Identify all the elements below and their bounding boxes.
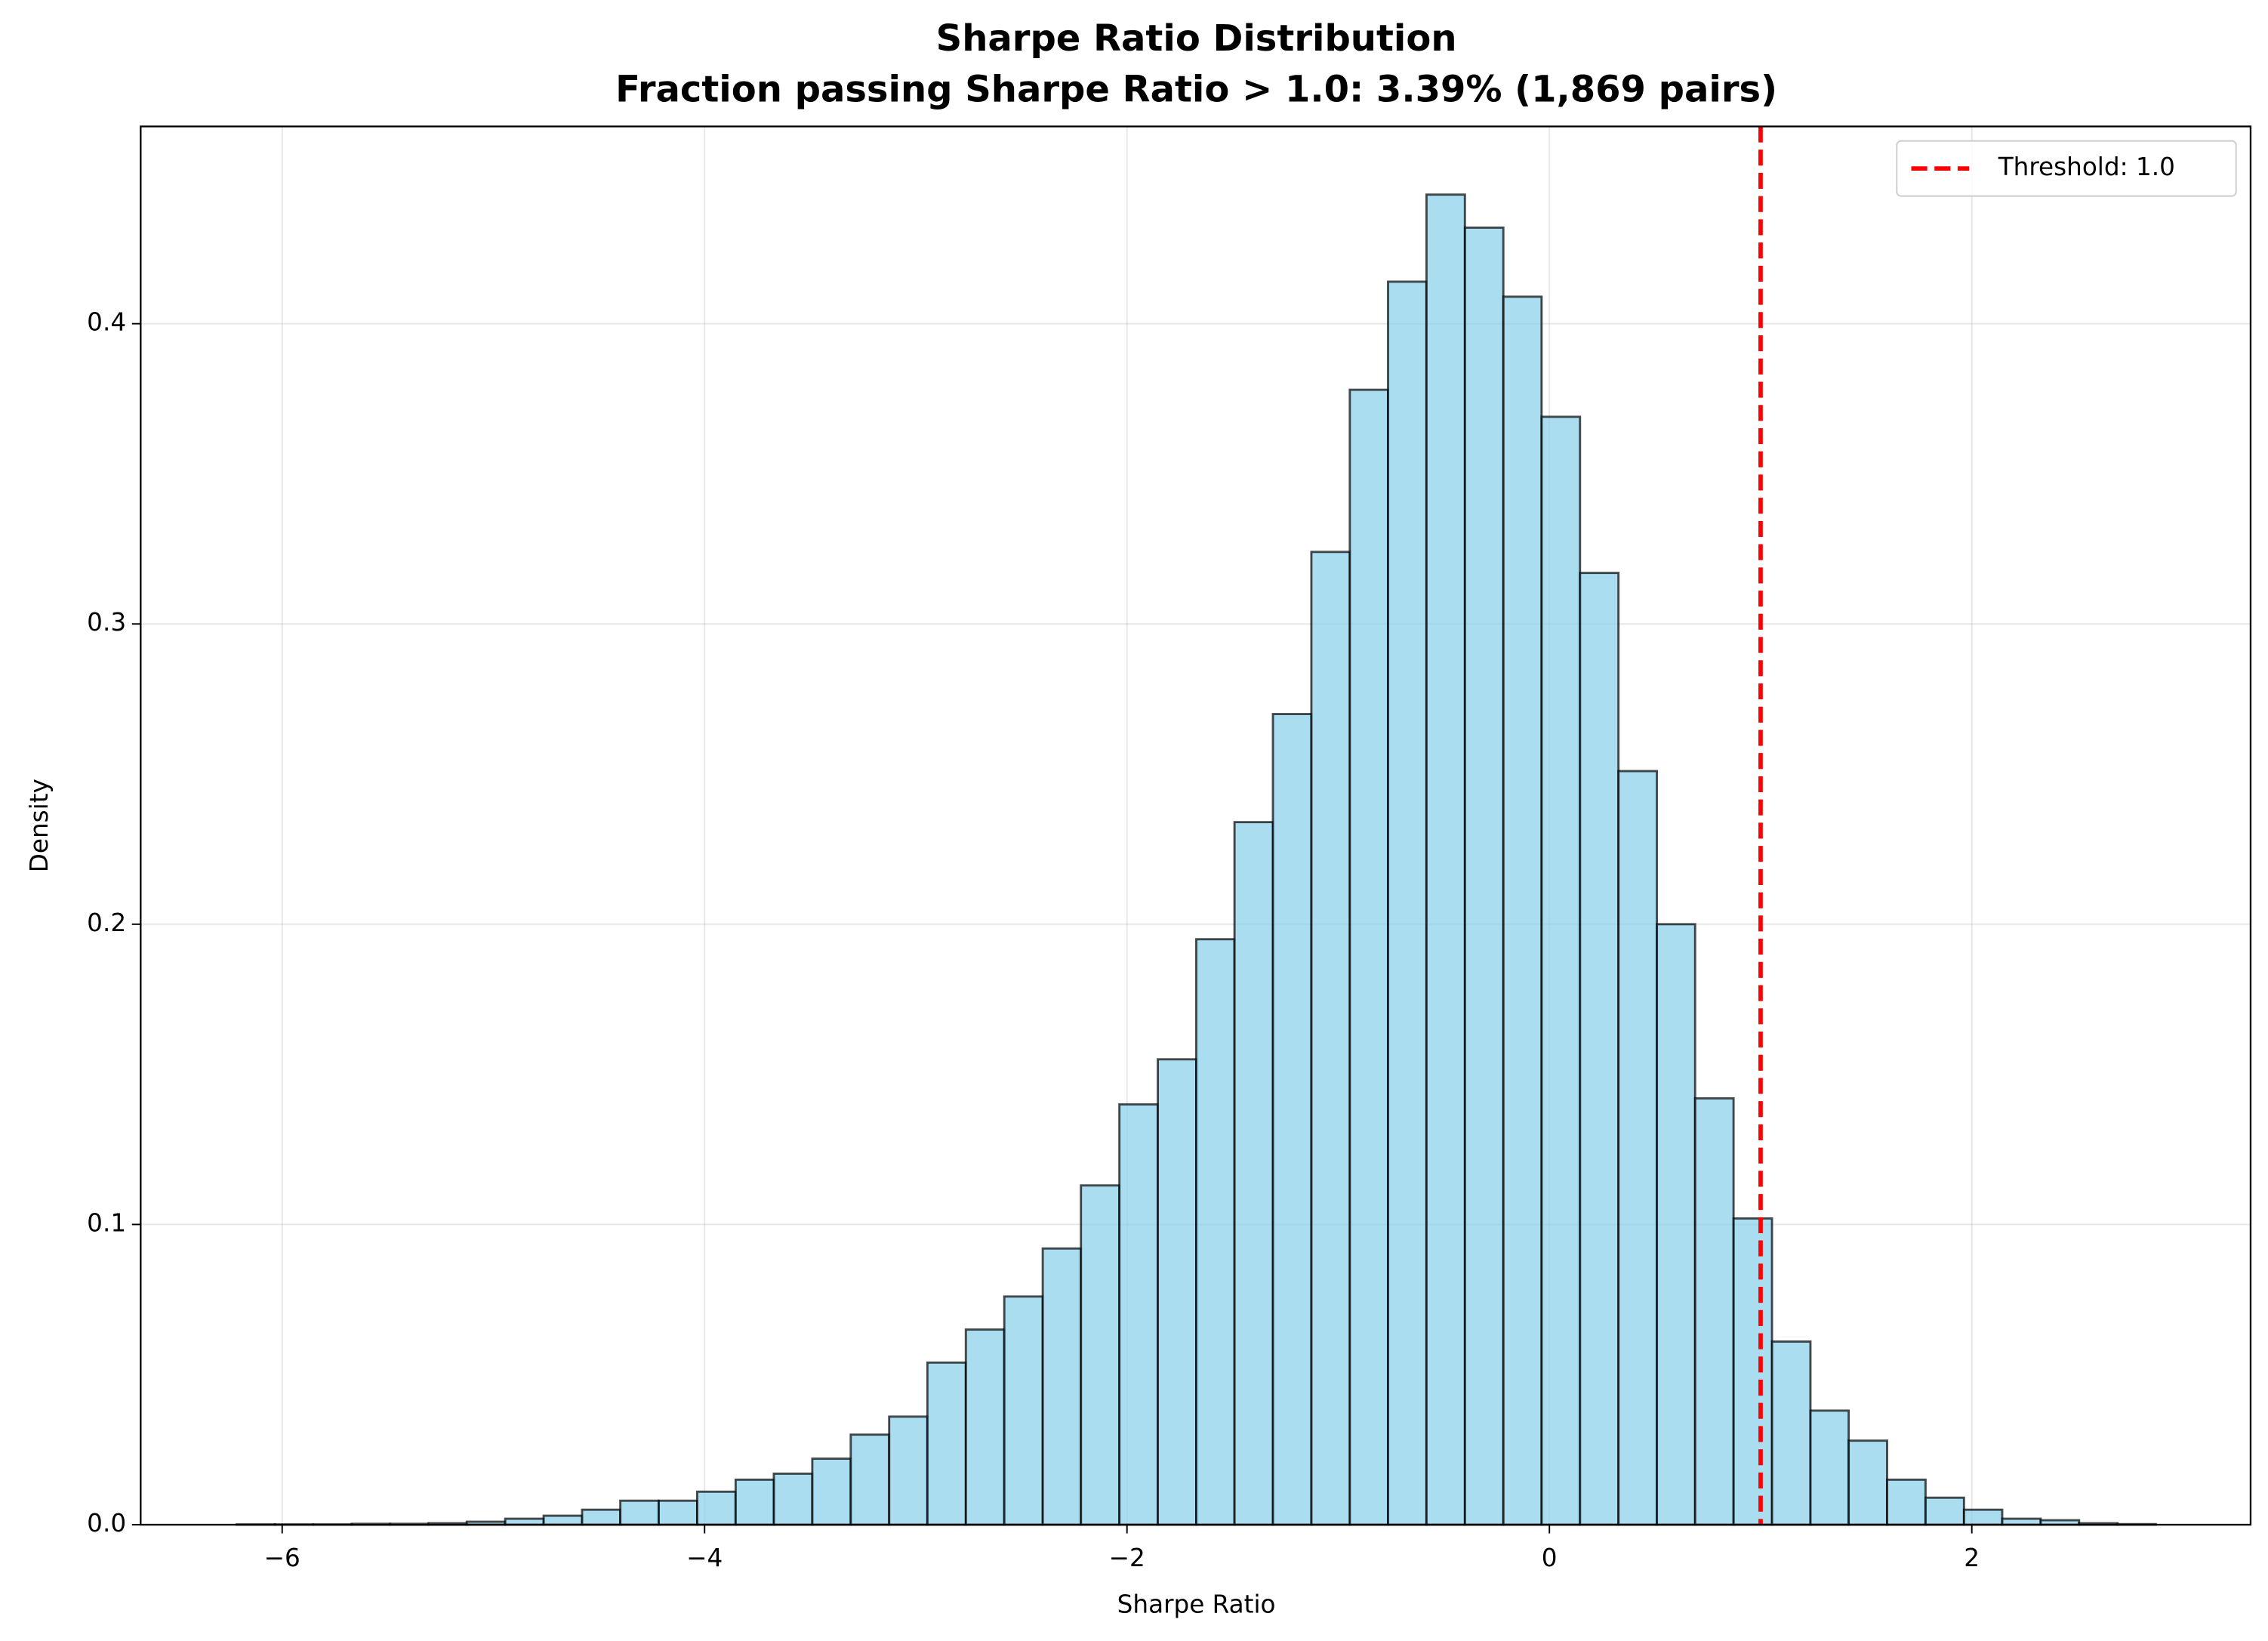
bar xyxy=(1425,193,1466,1526)
bar xyxy=(1732,1217,1773,1526)
bar xyxy=(619,1499,660,1526)
y-tick-label: 0.3 xyxy=(87,608,126,637)
bar xyxy=(772,1472,814,1526)
y-tick-label: 0.0 xyxy=(87,1509,126,1538)
x-axis-label: Sharpe Ratio xyxy=(1117,1590,1276,1619)
bar xyxy=(581,1508,622,1526)
x-tick-label: 0 xyxy=(1542,1544,1558,1572)
bar xyxy=(926,1361,967,1526)
bar xyxy=(695,1490,737,1526)
chart-subtitle: Fraction passing Sharpe Ratio > 1.0: 3.3… xyxy=(615,68,1777,110)
bar xyxy=(1886,1478,1927,1526)
y-tick-label: 0.4 xyxy=(87,308,126,337)
bar xyxy=(888,1415,929,1526)
bar xyxy=(1041,1247,1083,1526)
chart-title: Sharpe Ratio Distribution xyxy=(936,17,1457,60)
bar xyxy=(1348,388,1389,1526)
bar xyxy=(504,1517,545,1526)
bar xyxy=(1693,1097,1735,1526)
bar xyxy=(1463,226,1505,1526)
plot-frame xyxy=(140,125,2252,1526)
bar xyxy=(1540,415,1582,1526)
bar xyxy=(1617,770,1659,1526)
bar xyxy=(1502,295,1543,1526)
bar xyxy=(1195,938,1236,1526)
bar xyxy=(658,1499,698,1526)
x-tick-label: −4 xyxy=(686,1544,723,1572)
x-tick-label: 2 xyxy=(1964,1544,1980,1572)
bar xyxy=(734,1478,775,1526)
y-tick-label: 0.1 xyxy=(87,1208,126,1237)
bar xyxy=(542,1514,584,1526)
bar xyxy=(1387,280,1428,1526)
bar xyxy=(811,1457,852,1526)
bar xyxy=(1080,1184,1121,1526)
bar xyxy=(1579,572,1620,1526)
bar xyxy=(1271,713,1313,1526)
legend-box xyxy=(1896,140,2237,197)
y-axis-label: Density xyxy=(25,779,54,872)
bar xyxy=(1003,1295,1044,1526)
y-tick-label: 0.2 xyxy=(87,908,126,937)
bar xyxy=(1656,923,1696,1526)
bar xyxy=(849,1433,891,1526)
x-tick-label: −2 xyxy=(1109,1544,1145,1572)
bar xyxy=(1157,1058,1197,1526)
bar xyxy=(1118,1103,1159,1526)
bar xyxy=(1847,1439,1888,1526)
legend-label: Threshold: 1.0 xyxy=(1998,153,2175,181)
bar xyxy=(1770,1340,1812,1526)
bar xyxy=(1924,1496,1965,1526)
bar xyxy=(1233,821,1274,1526)
bar xyxy=(1962,1508,2004,1526)
x-tick-label: −6 xyxy=(264,1544,300,1572)
bar xyxy=(2001,1517,2042,1526)
bar xyxy=(1310,551,1351,1526)
bar xyxy=(964,1328,1006,1526)
bar xyxy=(1809,1409,1850,1526)
